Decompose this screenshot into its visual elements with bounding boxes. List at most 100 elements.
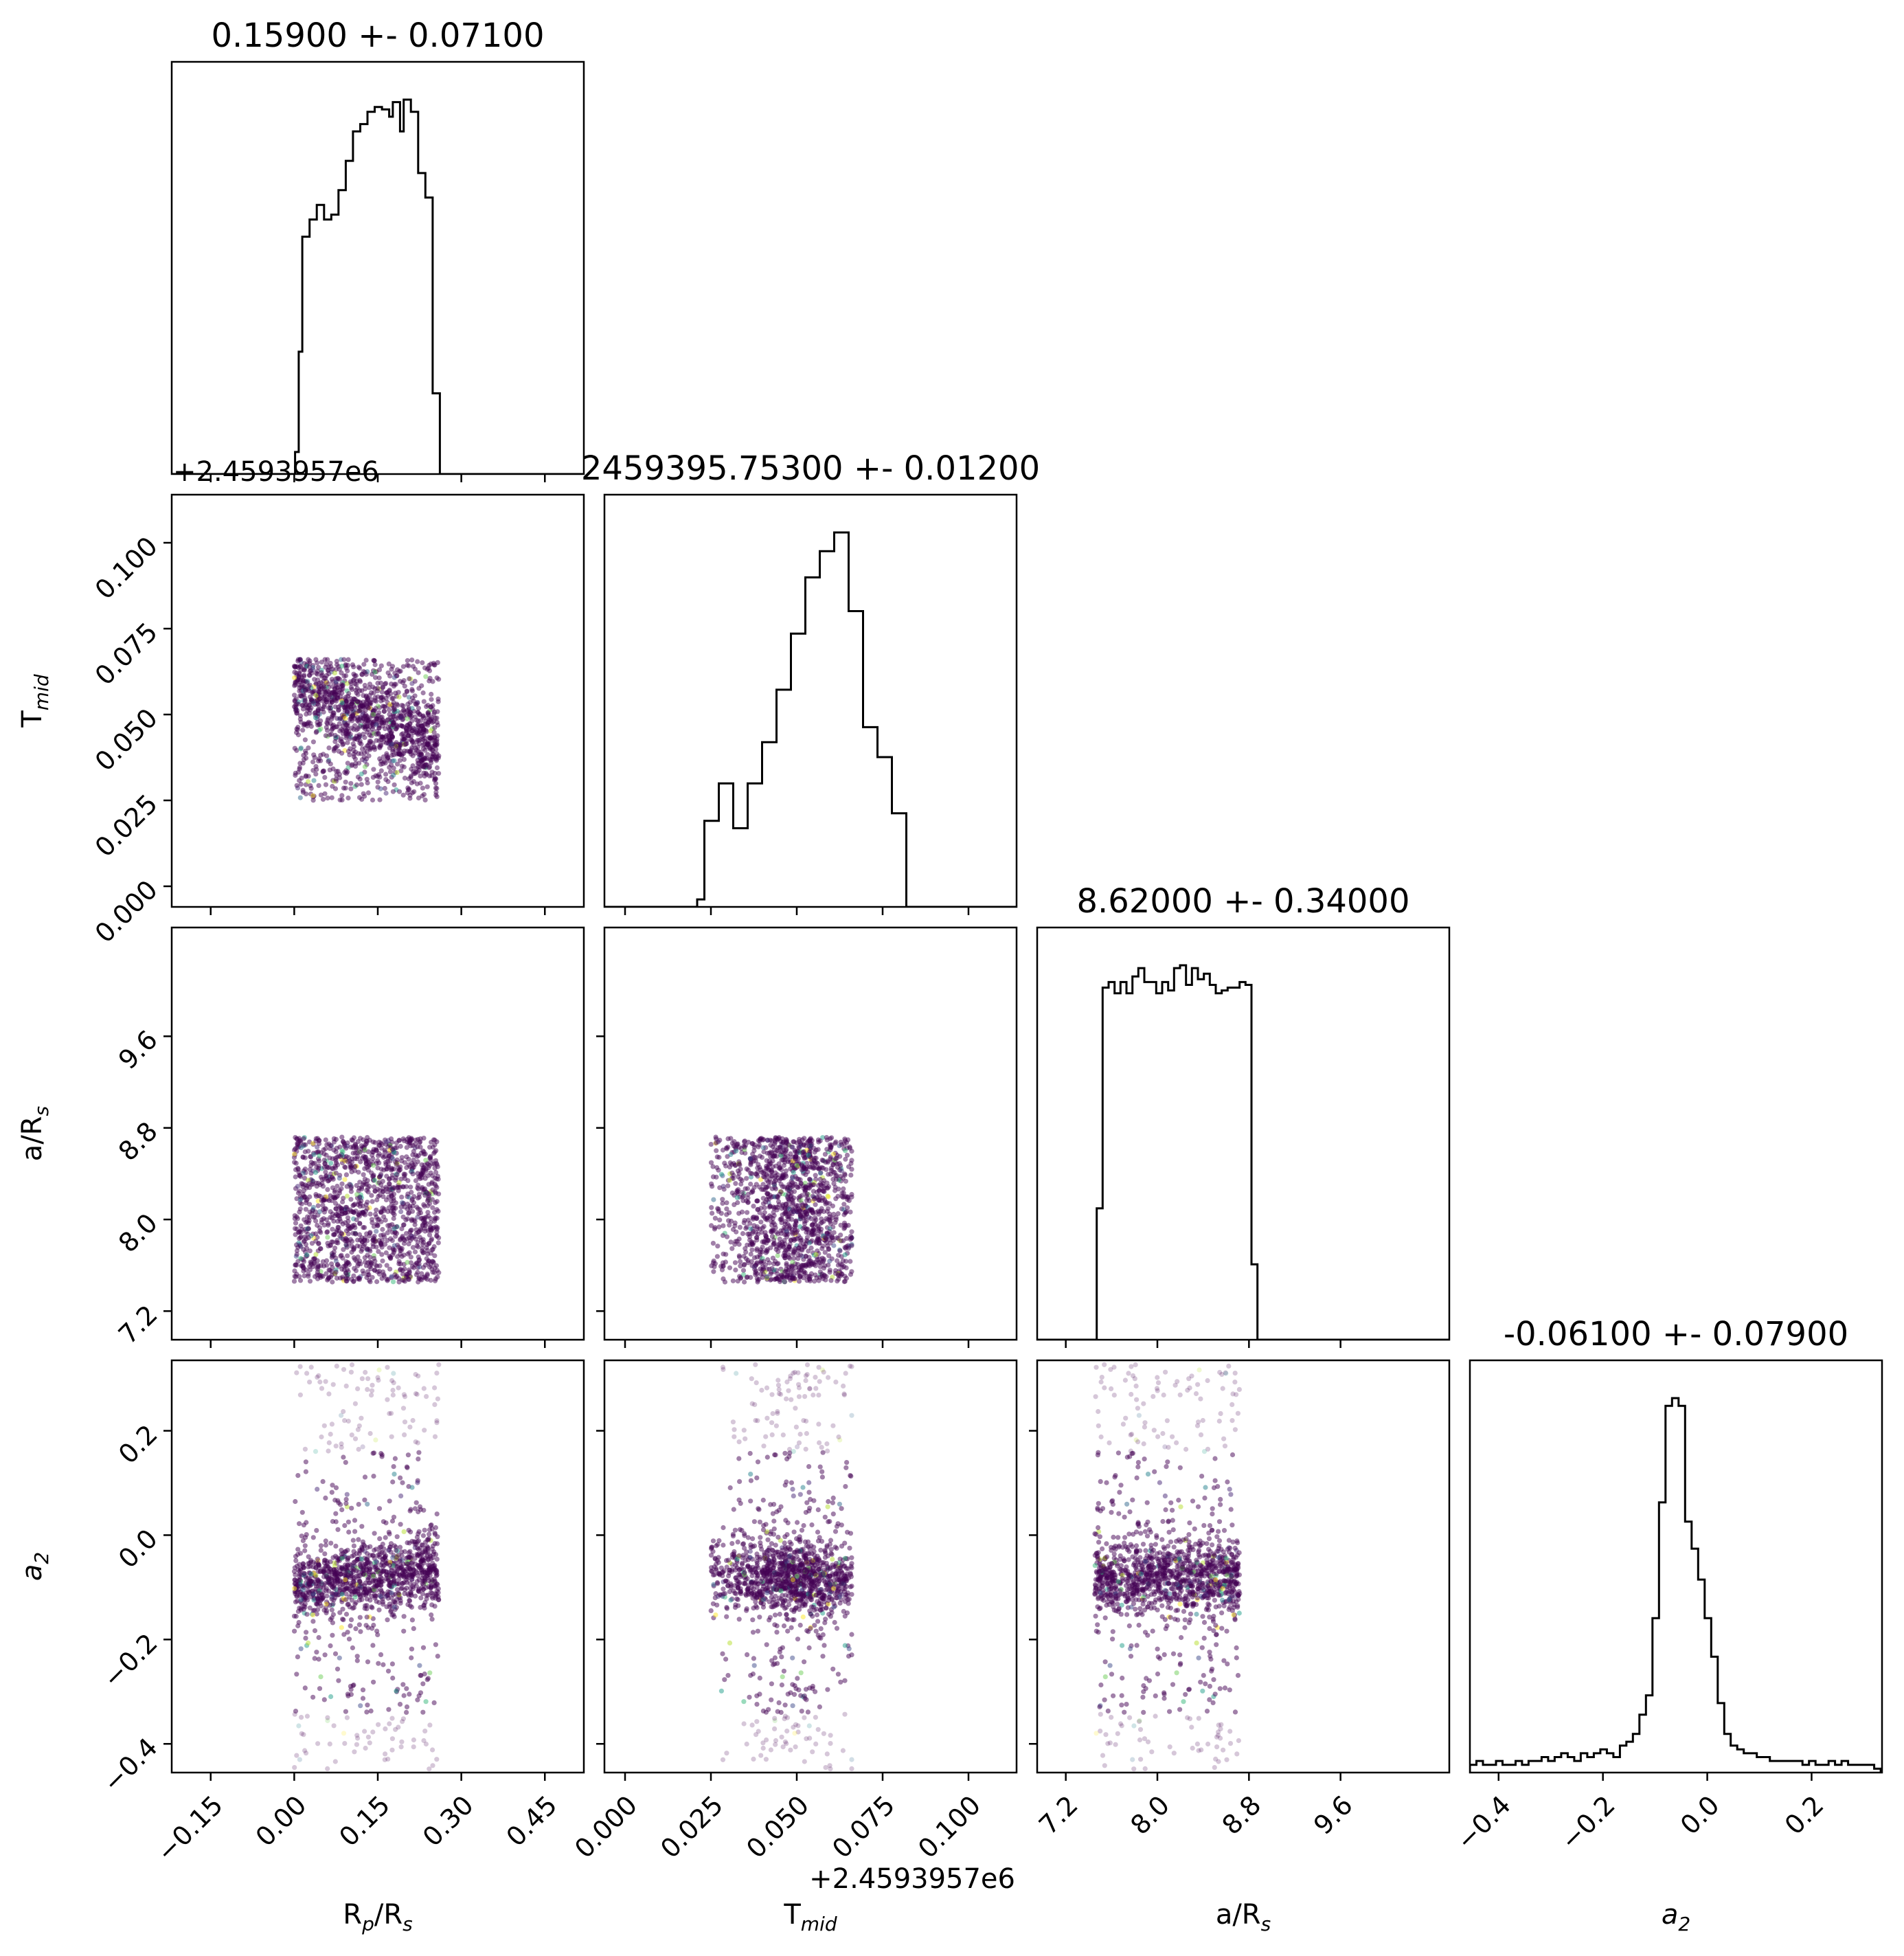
scatter-point xyxy=(306,745,311,751)
scatter-point xyxy=(361,754,367,760)
scatter-point xyxy=(315,1145,320,1150)
scatter-point xyxy=(407,1138,413,1144)
scatter-point xyxy=(364,1181,370,1187)
scatter-point xyxy=(306,1226,311,1232)
scatter-point xyxy=(422,797,428,802)
scatter-point xyxy=(816,1139,821,1145)
scatter-point xyxy=(744,1176,749,1181)
scatter-point xyxy=(767,1193,773,1198)
scatter-point xyxy=(793,1218,799,1224)
scatter-point xyxy=(794,1176,800,1182)
scatter-point xyxy=(310,759,316,765)
scatter-point xyxy=(745,1191,751,1197)
scatter-point xyxy=(797,1213,803,1219)
scatter-point xyxy=(761,1239,767,1244)
scatter-point xyxy=(308,1364,314,1370)
scatter-point xyxy=(297,778,302,783)
scatter-point xyxy=(373,1211,378,1217)
scatter-point xyxy=(322,1160,328,1166)
scatter-point xyxy=(716,1167,721,1173)
scatter-point xyxy=(771,1261,777,1267)
scatter-point xyxy=(407,1250,412,1255)
scatter-point xyxy=(790,1276,795,1281)
scatter-point xyxy=(391,1191,397,1197)
scatter-point xyxy=(779,1149,784,1155)
scatter-point xyxy=(401,1628,407,1634)
scatter-point xyxy=(292,683,297,688)
scatter-point xyxy=(764,1217,770,1223)
scatter-point xyxy=(296,675,302,680)
scatter-point xyxy=(345,1260,350,1266)
scatter-point xyxy=(752,1266,758,1272)
scatter-point xyxy=(339,663,345,669)
scatter-point xyxy=(434,1199,440,1204)
scatter-point xyxy=(400,664,407,669)
scatter-point xyxy=(326,668,331,673)
scatter-point xyxy=(790,1207,795,1213)
scatter-point xyxy=(364,1231,370,1237)
scatter-point xyxy=(755,1207,760,1213)
scatter-point xyxy=(421,715,427,721)
scatter-point xyxy=(352,1518,358,1523)
scatter-point xyxy=(362,1235,367,1241)
scatter-point xyxy=(716,1224,722,1230)
scatter-point xyxy=(383,1241,388,1247)
scatter-point xyxy=(297,1173,303,1178)
scatter-point xyxy=(404,1154,409,1160)
scatter-point xyxy=(294,1242,299,1248)
scatter-point xyxy=(359,1248,364,1254)
scatter-point xyxy=(307,1267,313,1272)
scatter-point xyxy=(304,1630,309,1635)
scatter-point xyxy=(373,1437,378,1443)
scatter-point xyxy=(343,700,349,706)
scatter-point xyxy=(341,785,347,791)
scatter-point xyxy=(344,1244,350,1250)
scatter-point xyxy=(413,1227,419,1233)
scatter-point xyxy=(824,1147,830,1152)
scatter-point xyxy=(351,744,356,750)
scatter-point xyxy=(389,1736,396,1742)
scatter-point xyxy=(813,1263,818,1268)
scatter-point xyxy=(304,1371,310,1376)
scatter-point xyxy=(753,1263,758,1268)
scatter-point xyxy=(725,1136,731,1142)
scatter-point xyxy=(331,746,337,752)
scatter-point xyxy=(754,1237,760,1243)
scatter-point xyxy=(313,772,319,777)
scatter-point xyxy=(341,1247,346,1252)
scatter-point xyxy=(416,729,422,734)
scatter-point xyxy=(325,1718,330,1724)
scatter-point xyxy=(781,1253,786,1259)
scatter-point xyxy=(369,1193,374,1198)
scatter-point xyxy=(383,1726,388,1731)
scatter-point xyxy=(344,1193,350,1199)
scatter-point xyxy=(436,771,442,776)
scatter-point xyxy=(316,703,321,708)
scatter-point xyxy=(337,677,343,682)
scatter-point xyxy=(394,1274,400,1279)
scatter-point xyxy=(369,1604,374,1610)
scatter-point xyxy=(783,1168,789,1173)
scatter-point xyxy=(708,1160,714,1165)
scatter-point xyxy=(310,1264,316,1270)
scatter-point xyxy=(364,1206,370,1211)
scatter-point xyxy=(387,1498,392,1504)
scatter-point xyxy=(325,1187,330,1192)
scatter-point xyxy=(365,1702,370,1708)
scatter-point xyxy=(407,1205,413,1211)
scatter-point xyxy=(835,1193,841,1199)
scatter-point xyxy=(348,1207,353,1213)
scatter-point xyxy=(345,761,350,766)
scatter-point xyxy=(796,1245,802,1250)
scatter-point xyxy=(380,1226,385,1233)
scatter-point xyxy=(838,1233,843,1238)
scatter-point xyxy=(339,727,344,732)
scatter-point xyxy=(424,1677,430,1683)
scatter-point xyxy=(306,688,312,694)
scatter-point xyxy=(720,1200,725,1206)
scatter-point xyxy=(372,697,378,704)
scatter-point xyxy=(324,720,330,726)
scatter-point xyxy=(350,677,356,684)
scatter-point xyxy=(405,1178,411,1183)
scatter-point xyxy=(724,1146,729,1151)
